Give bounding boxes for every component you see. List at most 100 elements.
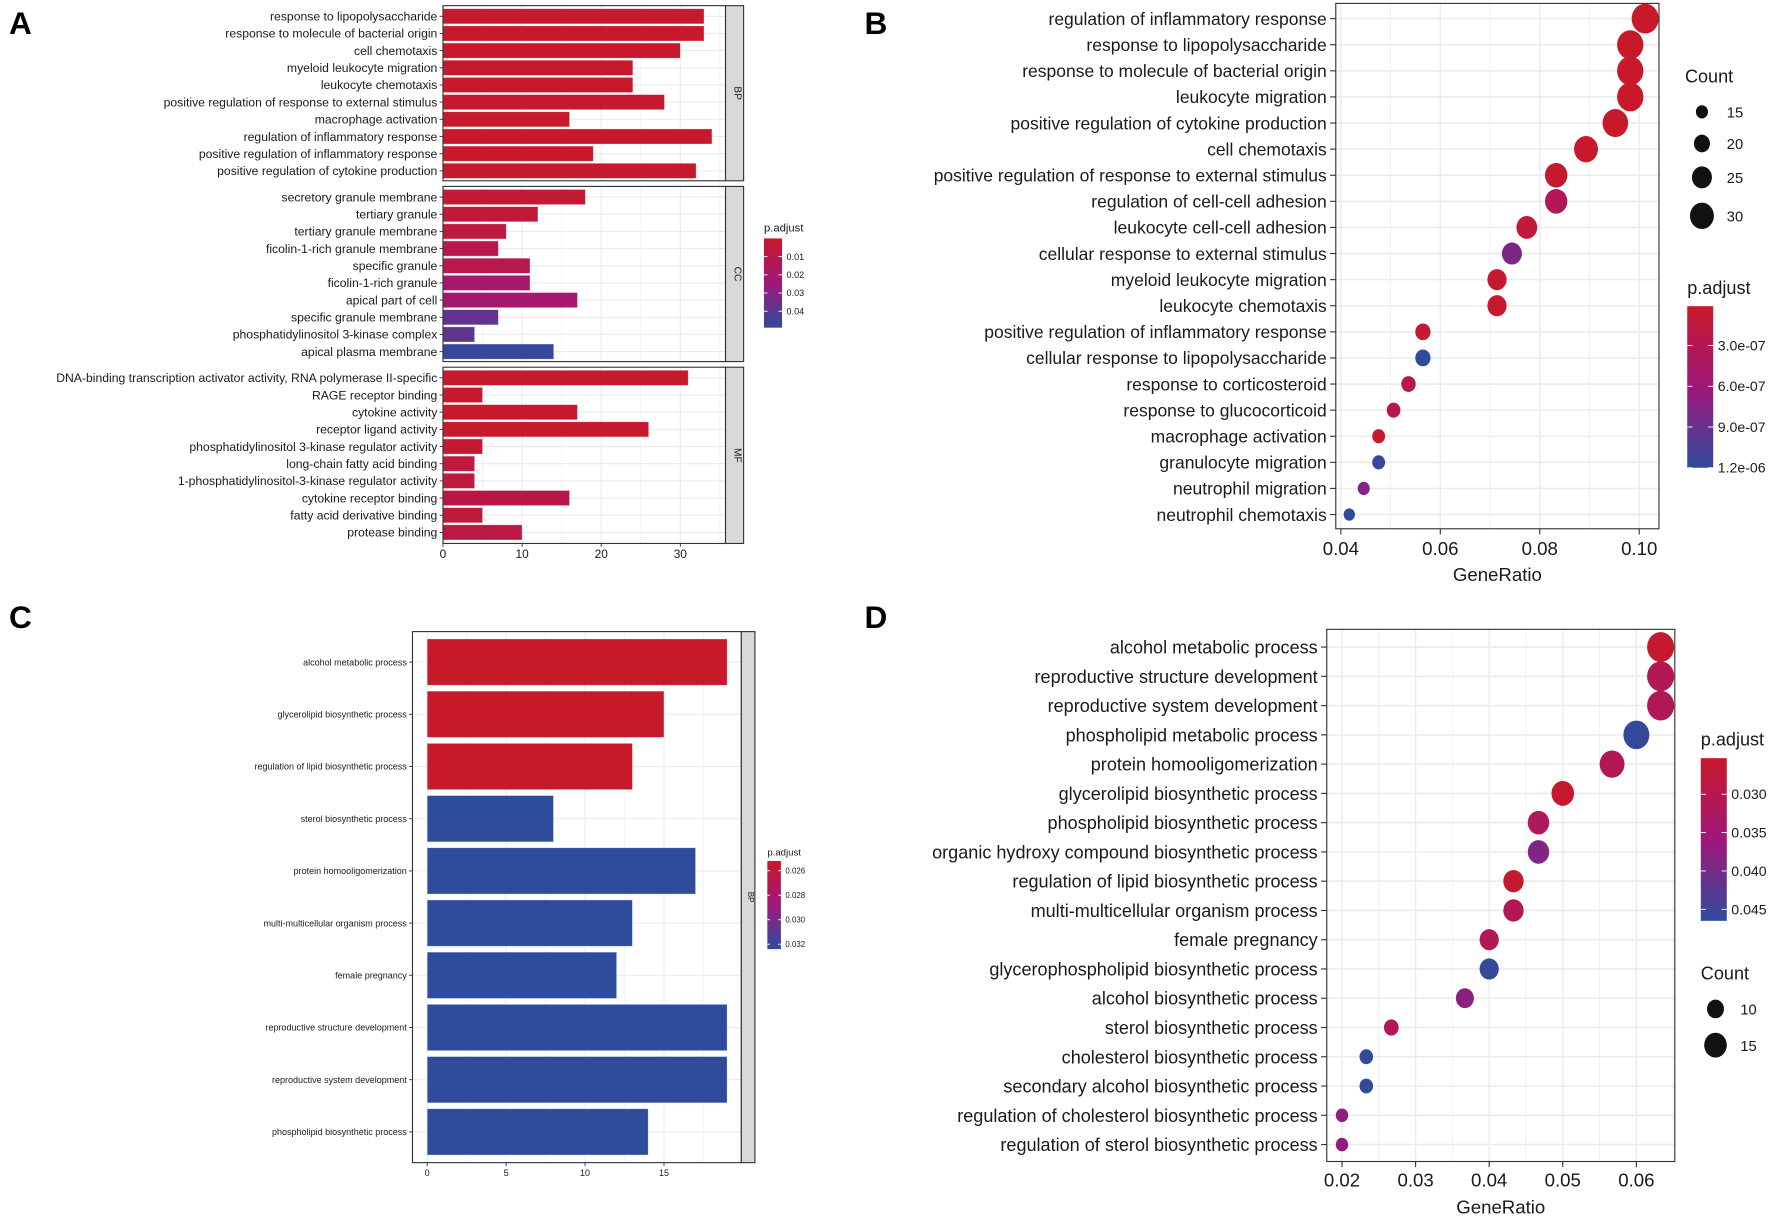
data-point [1647, 690, 1675, 721]
category-label: cytokine activity [352, 405, 438, 419]
facet-strip-label: CC [732, 267, 743, 282]
category-label: reproductive system development [1048, 696, 1318, 716]
category-label: alcohol biosynthetic process [1092, 989, 1318, 1009]
bar [442, 240, 499, 257]
data-point [1503, 870, 1524, 893]
color-scale-bar [767, 860, 781, 950]
data-point [1359, 1078, 1374, 1094]
legend-tick-label: 0.026 [785, 867, 805, 876]
data-point [1574, 135, 1598, 163]
category-label: response to corticosteroid [1126, 374, 1326, 394]
bar [442, 524, 523, 541]
category-label: reproductive structure development [1035, 667, 1318, 687]
size-legend-dot [1704, 1032, 1727, 1058]
facet-panel-mf: DNA-binding transcription activator acti… [56, 366, 745, 545]
data-point [1527, 810, 1550, 835]
category-label: response to glucocorticoid [1123, 400, 1326, 420]
panel-label-b: B [865, 5, 888, 41]
category-label: receptor ligand activity [316, 423, 438, 437]
bar [442, 128, 713, 145]
category-label: neutrophil migration [1173, 479, 1327, 499]
bar [442, 77, 634, 93]
bar [442, 472, 475, 489]
category-label: myeloid leukocyte migration [287, 61, 437, 75]
legend-tick-label: 0.035 [1731, 825, 1766, 841]
data-point [1599, 750, 1625, 778]
data-point [1386, 402, 1401, 418]
legend-tick-label: 0.01 [787, 252, 805, 262]
panel-label-a: A [9, 5, 32, 41]
category-label: 1-phosphatidylinositol-3-kinase regulato… [178, 474, 438, 488]
category-label: positive regulation of cytokine producti… [217, 164, 437, 178]
bar [426, 795, 554, 843]
category-label: apical part of cell [346, 293, 437, 307]
facet-panel-bp: alcohol metabolic process glycerolipid bi… [254, 631, 756, 1164]
category-label: macrophage activation [315, 113, 438, 127]
data-point [1647, 632, 1675, 662]
category-label: positive regulation of cytokine producti… [1011, 113, 1327, 133]
category-label: secretory granule membrane [282, 190, 438, 204]
category-label: long-chain fatty acid binding [286, 457, 437, 471]
x-tick-label: 0.04 [1323, 538, 1359, 559]
category-label: specific granule [353, 259, 438, 273]
x-tick-label: 0.03 [1397, 1169, 1433, 1190]
legend-tick-label: 0.04 [787, 306, 805, 316]
plot-background [1326, 629, 1675, 1162]
x-tick-label: 10 [516, 547, 530, 561]
data-point [1527, 840, 1550, 864]
category-label: neutrophil chemotaxis [1156, 505, 1326, 525]
data-point [1455, 988, 1474, 1009]
x-tick-label: 0.10 [1621, 538, 1657, 559]
bar [426, 951, 617, 999]
bar [426, 638, 728, 686]
legend-tick-label: 0.032 [785, 940, 805, 949]
data-point [1372, 429, 1386, 444]
bar [442, 8, 705, 25]
category-label: positive regulation of inflammatory resp… [984, 322, 1326, 342]
bar [426, 743, 633, 791]
category-label: specific granule membrane [291, 311, 438, 325]
data-point [1343, 508, 1355, 521]
category-label: phosphatidylinositol 3-kinase complex [233, 328, 438, 342]
facet-strip-label: BP [746, 892, 755, 903]
category-label: protein homooligomerization [294, 866, 407, 876]
data-point [1623, 720, 1650, 750]
data-point [1487, 295, 1507, 317]
category-label: alcohol metabolic process [303, 657, 407, 667]
category-label: regulation of cell-cell adhesion [1091, 192, 1326, 212]
size-legend-label: 15 [1740, 1039, 1756, 1055]
category-label: response to lipopolysaccharide [270, 10, 438, 24]
x-tick-label: 0.06 [1618, 1169, 1654, 1190]
legend-tick-label: 0.028 [785, 891, 805, 900]
bar [442, 387, 483, 403]
legend-tick-label: 9.0e-07 [1718, 419, 1766, 435]
panel-label-d: D [865, 599, 888, 635]
data-point [1383, 1019, 1399, 1036]
dot-plot-panel-b: regulation of inflammatory response respo… [934, 2, 1660, 585]
size-legend-dot [1689, 202, 1714, 229]
legend-tick-label: 0.030 [1731, 786, 1766, 802]
category-label: cytokine receptor binding [302, 491, 438, 505]
p-adjust-legend: p.adjust 0.030 0.035 0.040 0.045 [1700, 730, 1767, 921]
plot-background [1335, 3, 1659, 529]
data-point [1479, 958, 1499, 980]
p-adjust-legend: p.adjust 0.026 0.028 0.030 0.032 [767, 847, 806, 950]
dot-plot-panel-d: alcohol metabolic process reproductive st… [932, 628, 1676, 1217]
panel-border [1335, 2, 1660, 530]
x-tick-label: 0 [440, 547, 447, 561]
legend-title: p.adjust [1687, 278, 1750, 298]
bar [442, 275, 531, 291]
data-point [1501, 242, 1522, 265]
category-label: regulation of lipid biosynthetic process [254, 762, 407, 772]
category-label: myeloid leukocyte migration [1111, 270, 1327, 290]
size-legend-dot [1693, 134, 1710, 153]
category-label: alcohol metabolic process [1110, 638, 1318, 658]
data-point [1647, 661, 1675, 692]
legend-title: Count [1685, 66, 1733, 86]
category-label: leukocyte cell-cell adhesion [1114, 218, 1327, 238]
data-point [1335, 1137, 1349, 1152]
category-label: RAGE receptor binding [312, 388, 437, 402]
category-label: response to molecule of bacterial origin [225, 27, 437, 41]
data-point [1372, 455, 1386, 470]
